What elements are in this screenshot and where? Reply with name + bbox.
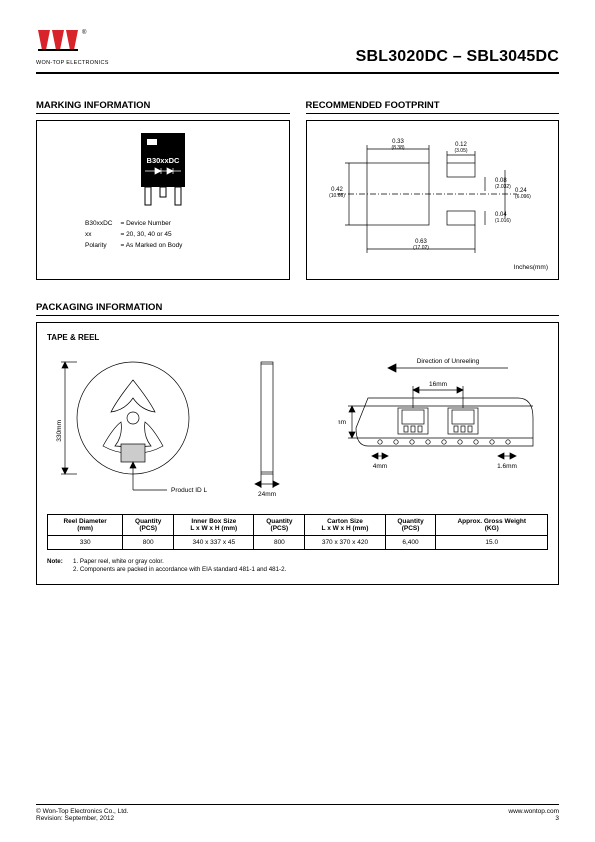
page-number: 3 bbox=[508, 815, 559, 822]
footprint-drawing: 0.33 (8.38) 0.42 (10.66) 0.12 (3.05) 0.0… bbox=[317, 131, 547, 271]
reel-side-drawing: 24mm bbox=[243, 350, 303, 500]
tape-reel-title: TAPE & REEL bbox=[47, 333, 548, 342]
tape-drawing: Direction of Unreeling 16mm 24mm 4mm 1.6… bbox=[338, 350, 548, 500]
svg-text:(2.032): (2.032) bbox=[495, 184, 511, 190]
table-header: Approx. Gross Weight(KG) bbox=[436, 515, 548, 536]
svg-text:Product ID Label: Product ID Label bbox=[171, 487, 207, 494]
table-cell: 6,400 bbox=[385, 536, 436, 550]
table-cell: 330 bbox=[48, 536, 123, 550]
svg-text:(10.66): (10.66) bbox=[329, 193, 345, 199]
reel-front-drawing: 330mm Product ID Label bbox=[47, 350, 207, 500]
table-header: Quantity(PCS) bbox=[385, 515, 436, 536]
marking-footprint-section: MARKING INFORMATION B30xxDC bbox=[36, 100, 559, 280]
svg-text:(17.02): (17.02) bbox=[413, 245, 429, 251]
svg-text:16mm: 16mm bbox=[429, 381, 447, 388]
svg-text:24mm: 24mm bbox=[338, 419, 346, 426]
svg-text:(1.016): (1.016) bbox=[495, 218, 511, 224]
packaging-notes: Note:1. Paper reel, white or gray color.… bbox=[47, 558, 548, 574]
table-cell: 340 x 337 x 45 bbox=[174, 536, 254, 550]
packaging-table: Reel Diameter(mm)Quantity(PCS)Inner Box … bbox=[47, 514, 548, 550]
svg-text:®: ® bbox=[82, 29, 87, 36]
marking-heading: MARKING INFORMATION bbox=[36, 100, 290, 114]
table-header: Inner Box SizeL x W x H (mm) bbox=[174, 515, 254, 536]
svg-text:24mm: 24mm bbox=[257, 491, 275, 498]
chip-label: B30xxDC bbox=[146, 156, 180, 165]
table-header: Quantity(PCS) bbox=[123, 515, 174, 536]
footprint-box: 0.33 (8.38) 0.42 (10.66) 0.12 (3.05) 0.0… bbox=[306, 120, 560, 280]
product-title: SBL3020DC – SBL3045DC bbox=[356, 48, 559, 66]
svg-text:1.6mm: 1.6mm bbox=[497, 463, 517, 470]
page-header: ® WON-TOP ELECTRONICS SBL3020DC – SBL304… bbox=[36, 28, 559, 74]
page-footer: © Won-Top Electronics Co., Ltd. Revision… bbox=[36, 804, 559, 822]
company-name: WON-TOP ELECTRONICS bbox=[36, 60, 109, 66]
packaging-section: PACKAGING INFORMATION TAPE & REEL bbox=[36, 302, 559, 585]
footprint-units: Inches(mm) bbox=[514, 264, 548, 271]
packaging-box: TAPE & REEL bbox=[36, 322, 559, 585]
svg-text:(6.096): (6.096) bbox=[515, 194, 531, 200]
svg-text:(3.05): (3.05) bbox=[454, 148, 467, 154]
marking-legend: B30xxDC= Device Number xx= 20, 30, 40 or… bbox=[83, 217, 190, 252]
marking-box: B30xxDC B30xxDC= Device Number xx= 20, 3… bbox=[36, 120, 290, 280]
table-cell: 800 bbox=[254, 536, 305, 550]
footprint-heading: RECOMMENDED FOOTPRINT bbox=[306, 100, 560, 114]
logo-icon: ® bbox=[36, 28, 90, 58]
logo: ® WON-TOP ELECTRONICS bbox=[36, 28, 109, 66]
table-header: Quantity(PCS) bbox=[254, 515, 305, 536]
svg-text:(8.38): (8.38) bbox=[391, 145, 404, 151]
table-header: Carton SizeL x W x H (mm) bbox=[305, 515, 385, 536]
table-cell: 800 bbox=[123, 536, 174, 550]
packaging-heading: PACKAGING INFORMATION bbox=[36, 302, 559, 316]
revision: Revision: September, 2012 bbox=[36, 815, 128, 822]
svg-text:Direction of Unreeling: Direction of Unreeling bbox=[417, 358, 480, 365]
table-cell: 370 x 370 x 420 bbox=[305, 536, 385, 550]
svg-text:330mm: 330mm bbox=[56, 420, 63, 442]
footer-url: www.wontop.com bbox=[508, 808, 559, 815]
copyright: © Won-Top Electronics Co., Ltd. bbox=[36, 808, 128, 815]
svg-text:4mm: 4mm bbox=[373, 463, 387, 470]
chip-drawing: B30xxDC bbox=[133, 131, 193, 209]
table-header: Reel Diameter(mm) bbox=[48, 515, 123, 536]
table-cell: 15.0 bbox=[436, 536, 548, 550]
